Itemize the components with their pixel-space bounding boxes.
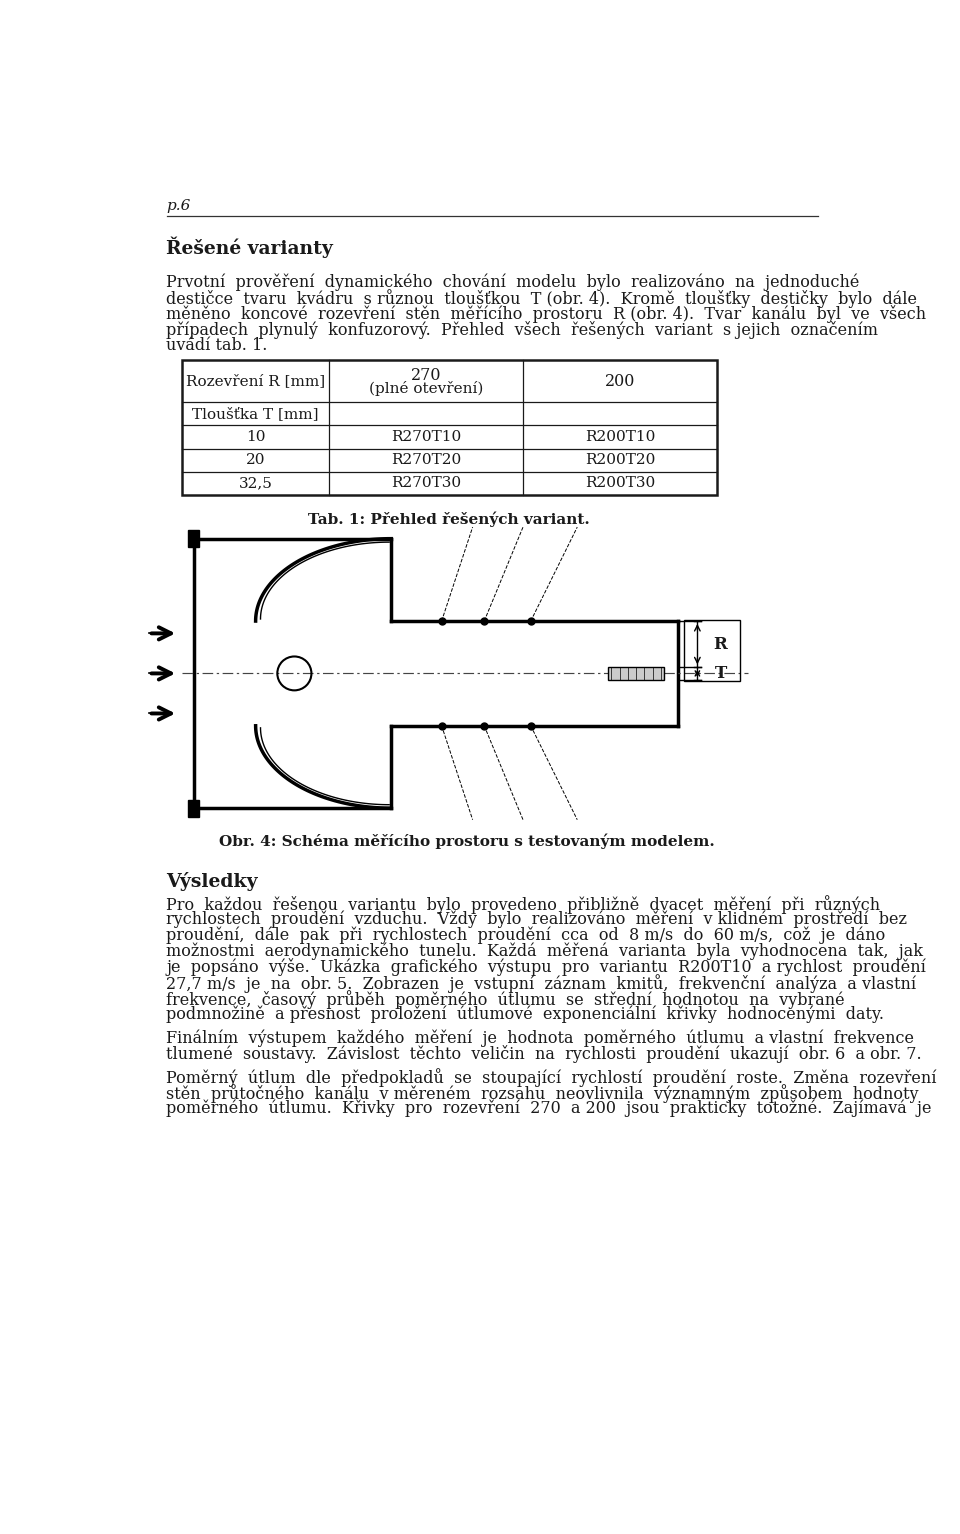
Text: možnostmi  aerodynamického  tunelu.  Každá  měřená  varianta  byla  vyhodnocena : možnostmi aerodynamického tunelu. Každá … — [166, 942, 924, 960]
Text: měněno  koncové  rozevření  stěn  měřícího  prostoru  R (obr. 4).  Tvar  kanálu : měněno koncové rozevření stěn měřícího p… — [166, 305, 926, 324]
Text: případech  plynulý  konfuzorový.  Přehled  všech  řešených  variant  s jejich  o: případech plynulý konfuzorový. Přehled v… — [166, 321, 878, 339]
Bar — [684, 620, 740, 681]
Text: rychlostech  proudění  vzduchu.  Vždy  bylo  realizováno  měření  v klidném  pro: rychlostech proudění vzduchu. Vždy bylo … — [166, 911, 907, 928]
Text: poměrného  útlumu.  Křivky  pro  rozevření  270  a 200  jsou  prakticky  totožné: poměrného útlumu. Křivky pro rozevření 2… — [166, 1100, 932, 1117]
Bar — [182, 360, 717, 495]
Text: Pro  každou  řešenou  variantu  bylo  provedeno  přibližně  dvacet  měření  při : Pro každou řešenou variantu bylo provede… — [166, 896, 880, 914]
Text: 20: 20 — [246, 453, 265, 468]
Text: Tab. 1: Přehled řešených variant.: Tab. 1: Přehled řešených variant. — [308, 512, 590, 528]
Text: (plné otevření): (plné otevření) — [369, 380, 483, 396]
Text: je  popsáno  výše.  Ukázka  grafického  výstupu  pro  variantu  R200T10  a rychl: je popsáno výše. Ukázka grafického výstu… — [166, 959, 926, 976]
Text: stěn  průtočného  kanálu  v měreném  rozsahu  neovlivnila  významným  způsobem  : stěn průtočného kanálu v měreném rozsahu… — [166, 1085, 919, 1103]
Text: R270T30: R270T30 — [391, 476, 461, 491]
Text: proudění,  dále  pak  při  rychlostech  proudění  cca  od  8 m/s  do  60 m/s,  c: proudění, dále pak při rychlostech proud… — [166, 927, 886, 945]
Text: R270T20: R270T20 — [391, 453, 461, 468]
Text: Řešené varianty: Řešené varianty — [166, 236, 333, 258]
Text: R200T10: R200T10 — [585, 430, 655, 443]
Text: R270T10: R270T10 — [391, 430, 461, 443]
Text: R200T20: R200T20 — [585, 453, 655, 468]
Text: Tloušťka T [mm]: Tloušťka T [mm] — [192, 407, 319, 420]
Text: 32,5: 32,5 — [239, 476, 273, 491]
Text: Rozevření R [mm]: Rozevření R [mm] — [186, 374, 325, 388]
Text: podmnožině  a přesnost  proložení  útlumové  exponenciální  křivky  hodnocenými : podmnožině a přesnost proložení útlumové… — [166, 1006, 884, 1023]
Bar — [188, 531, 200, 548]
Text: 270: 270 — [411, 367, 442, 384]
Text: uvádí tab. 1.: uvádí tab. 1. — [166, 336, 268, 353]
Bar — [609, 667, 664, 680]
Text: tlumené  soustavy.  Závislost  těchto  veličin  na  rychlosti  proudění  ukazují: tlumené soustavy. Závislost těchto velič… — [166, 1045, 923, 1063]
Text: Prvotní  prověření  dynamického  chování  modelu  bylo  realizováno  na  jednodu: Prvotní prověření dynamického chování mo… — [166, 273, 860, 291]
Text: 200: 200 — [605, 373, 636, 390]
Text: p.6: p.6 — [166, 199, 191, 213]
Text: T: T — [714, 664, 727, 683]
Text: 10: 10 — [246, 430, 265, 443]
Text: Poměrný  útlum  dle  předpokladů  se  stoupající  rychlostí  proudění  roste.  Z: Poměrný útlum dle předpokladů se stoupaj… — [166, 1068, 937, 1088]
Text: destičce  tvaru  kvádru  s různou  tloušťkou  T (obr. 4).  Kromě  tloušťky  dest: destičce tvaru kvádru s různou tloušťkou… — [166, 290, 918, 308]
Text: Obr. 4: Schéma měřícího prostoru s testovaným modelem.: Obr. 4: Schéma měřícího prostoru s testo… — [219, 833, 714, 850]
Text: Výsledky: Výsledky — [166, 871, 258, 891]
Bar — [188, 799, 200, 816]
Text: R: R — [713, 635, 728, 652]
Text: R200T30: R200T30 — [585, 476, 655, 491]
Text: 27,7 m/s  je  na  obr. 5.  Zobrazen  je  vstupní  záznam  kmitů,  frekvenční  an: 27,7 m/s je na obr. 5. Zobrazen je vstup… — [166, 974, 917, 992]
Text: frekvence,  časový  průběh  poměrného  útlumu  se  střední  hodnotou  na  vybran: frekvence, časový průběh poměrného útlum… — [166, 989, 845, 1009]
Text: Finálním  výstupem  každého  měření  je  hodnota  poměrného  útlumu  a vlastní  : Finálním výstupem každého měření je hodn… — [166, 1029, 915, 1046]
